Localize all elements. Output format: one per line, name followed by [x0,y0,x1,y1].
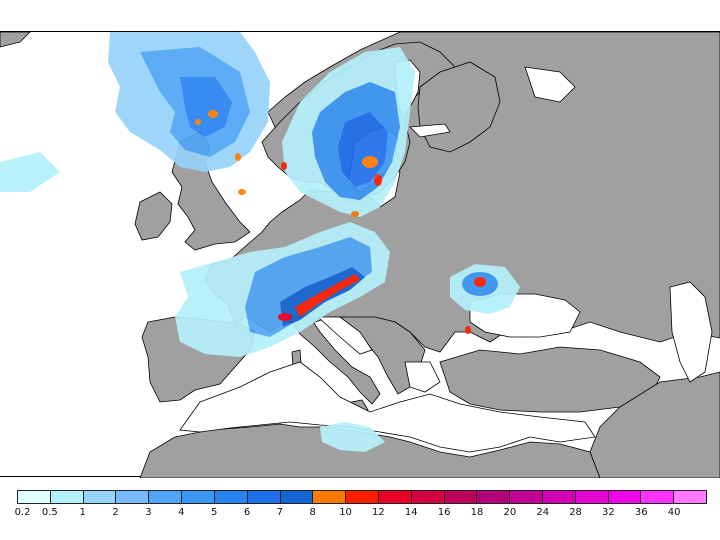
caspian-sea [669,281,713,383]
legend-tick-labels: 0.2 0.5 1 2 3 4 5 6 7 8 10 12 14 16 18 20 24 28 32 36 40 [14,507,707,521]
color-legend [17,490,707,504]
legend-swatch [313,491,347,503]
ireland [134,191,173,241]
legend-swatch [575,491,609,503]
legend-tick-label: 40 [667,507,681,518]
precipitation-layer [0,32,520,452]
precip-sweden-cell-3 [351,211,359,217]
precip-alps-cell [278,313,292,321]
legend-tick-label: 20 [503,507,517,518]
precip-norway-cell [281,162,287,170]
precip-ukraine-cell [474,277,486,287]
precip-front-core [295,274,360,317]
legend-tick-label: 10 [339,507,352,518]
legend-tick-label: 1 [79,507,86,518]
legend-tick-label: 5 [210,507,218,518]
precip-scandinavia-strong [338,112,388,187]
legend-swatch [477,491,511,503]
legend-swatch [50,491,84,503]
legend-tick-label: 12 [372,507,385,518]
legend-tick-label: 24 [536,507,550,518]
legend-tick-label: 3 [145,507,152,518]
middle-east [589,371,720,478]
legend-swatch [346,491,379,503]
precip-atlantic-cell-4 [238,189,246,195]
legend-tick-label: 4 [178,507,185,518]
legend-swatch [378,491,412,503]
legend-tick-label: 18 [470,507,484,518]
precip-west-patch [0,152,60,192]
legend-swatch [280,491,314,503]
gulf-of-finland [409,123,451,138]
precip-mediterranean-patch [320,422,385,452]
legend-swatch [444,491,478,503]
italy [289,316,381,405]
legend-tick-label: 14 [404,507,418,518]
precip-atlantic-cell-2 [195,119,201,125]
legend-swatch [18,491,51,503]
legend-tick-label: 32 [602,507,615,518]
legend-tick-label: 6 [243,507,251,518]
legend-swatch [608,491,642,503]
legend-swatch [543,491,576,503]
legend-tick-label: 0.5 [41,507,58,518]
white-sea [524,66,576,103]
map-panel [0,31,720,478]
legend-swatch [641,491,675,503]
legend-tick-label: 2 [112,507,119,518]
legend-swatch [116,491,150,503]
precip-atlantic-cell-3 [235,153,241,161]
iceland-edge [0,32,31,48]
legend-tick-label: 0.2 [14,507,31,518]
legend-swatch [411,491,445,503]
legend-tick-label: 8 [309,507,316,518]
precip-romania-cell [465,326,471,334]
adriatic-sea [316,316,373,355]
legend-swatch [214,491,248,503]
precip-atlantic-strong [180,77,232,137]
precipitation-map [0,32,720,478]
precip-atlantic-cell-1 [208,110,218,118]
legend-swatch [510,491,543,503]
legend-swatch [674,491,707,503]
legend-swatch [182,491,215,503]
legend-swatch [83,491,117,503]
legend-swatch [247,491,281,503]
legend-tick-label: 36 [634,507,648,518]
aegean-sea [404,361,441,393]
legend-tick-label: 28 [569,507,582,518]
mediterranean-sea [179,361,596,453]
legend-swatch [149,491,183,503]
legend-tick-label: 16 [437,507,451,518]
legend-tick-label: 7 [276,507,284,518]
precip-sweden-cell-2 [374,174,382,186]
precip-sweden-cell-1 [362,156,378,168]
